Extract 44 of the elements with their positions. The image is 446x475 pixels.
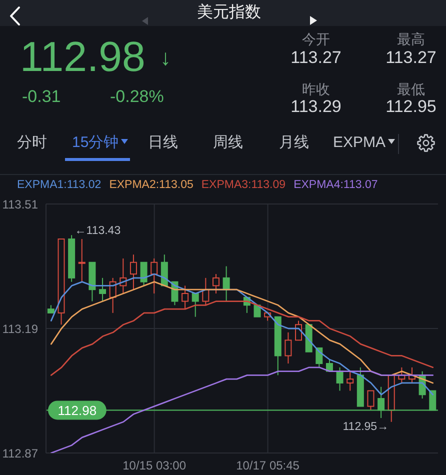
text: 美元指数 [197,4,261,22]
candlestick [284,332,292,364]
text: 112.98 [20,33,146,82]
text: 今开 [302,31,330,48]
text: 月线 [279,134,309,152]
candlestick [78,238,86,282]
candlestick [99,277,106,302]
ref-line-label: 112.98 [58,402,97,418]
text: EXPMA4:113.07 [294,179,378,192]
y-tick-label: 112.87 [2,446,38,460]
text: 113.27 [290,48,342,68]
text: EXPMA [333,134,386,152]
text: ↓ [160,45,171,70]
candlestick [346,370,354,392]
text: 113.27 [386,48,436,68]
text: EXPMA1:113.02 [17,179,102,192]
text: EXPMA2:113.05 [109,179,194,192]
x-tick-label: 10/15 03:00 [122,458,186,473]
candlestick [295,320,302,341]
annotation: ←113.43 [74,225,121,238]
text: 日线 [148,134,178,152]
candlestick [336,366,344,392]
candlestick [130,254,137,290]
candlestick [150,258,158,294]
candlestick [192,292,199,318]
text: 昨收 [302,81,330,98]
candlestick [212,274,220,294]
text: 113.29 [290,97,342,117]
text: 最低 [397,81,425,98]
text: -0.28% [110,87,164,107]
text: 112.95 [386,97,436,117]
text: -0.31 [22,87,61,107]
x-tick-label: 10/17 05:45 [236,458,300,473]
text: 周线 [213,134,243,152]
text: 分时 [17,134,47,152]
text: EXPMA3:113.09 [201,179,286,192]
y-tick-label: 113.19 [2,322,38,336]
y-tick-label: 113.51 [2,197,38,212]
annotation: 112.95→ [342,421,389,434]
candlestick [367,390,374,411]
text: 15分钟 [72,134,119,152]
candlestick [140,262,148,286]
candlestick [222,266,230,302]
text: 最高 [397,31,425,48]
